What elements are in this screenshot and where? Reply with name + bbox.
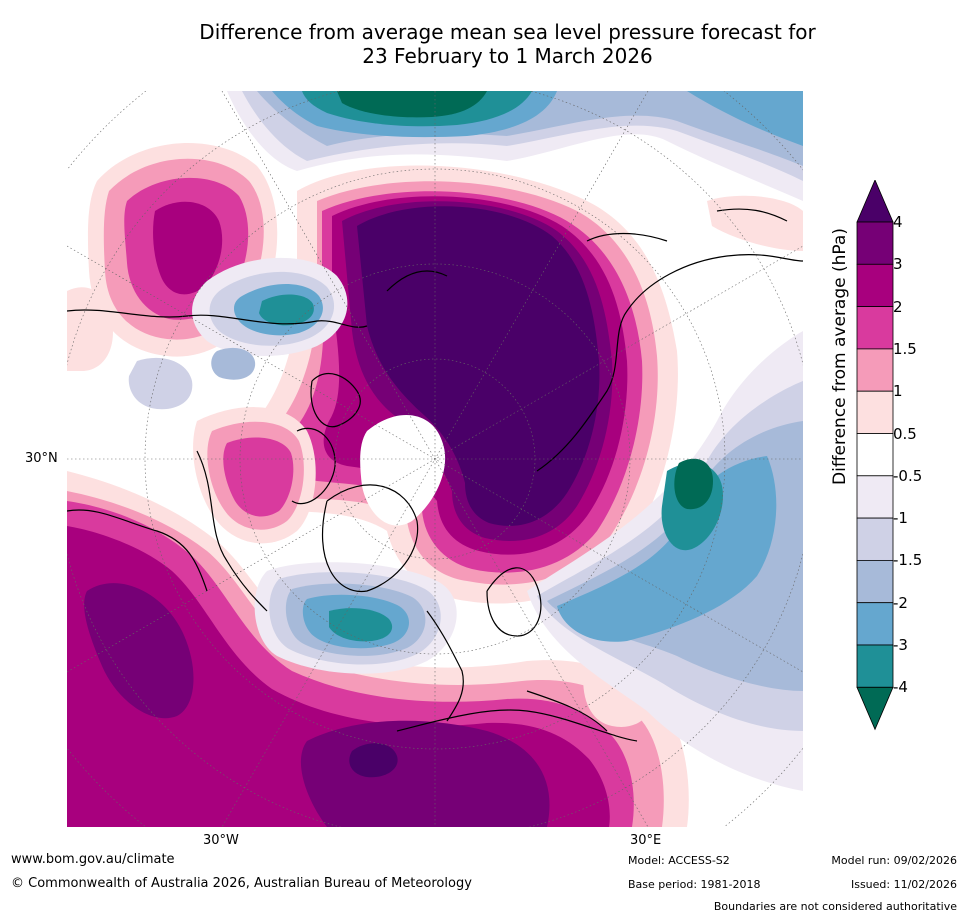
colorbar-tick-label: 0.5 <box>893 424 917 443</box>
colorbar-bin <box>856 517 894 561</box>
colorbar-bin <box>856 433 894 477</box>
lon-label-30w: 30°W <box>203 833 239 848</box>
colorbar-bin <box>856 221 894 265</box>
colorbar-tick-label: -0.5 <box>893 466 923 485</box>
colorbar-tick-label: 1.5 <box>893 339 917 358</box>
pressure-anomaly-map <box>67 91 803 827</box>
graticule <box>67 91 803 827</box>
colorbar-bin <box>856 390 894 434</box>
footer-disclaimer: Boundaries are not considered authoritat… <box>713 900 957 913</box>
colorbar-tick-label: 3 <box>893 255 903 274</box>
lon-label-30e: 30°E <box>630 833 662 848</box>
colorbar-tick-label: 4 <box>893 213 903 231</box>
footer-base-period: Base period: 1981-2018 <box>628 878 761 891</box>
atlantic-high-3a <box>84 583 194 719</box>
colorbar-bin <box>856 559 894 604</box>
colorbar-label: Difference from average (hPa) <box>830 228 850 485</box>
colorbar-bin <box>856 348 894 392</box>
pacific-low-4 <box>337 91 487 118</box>
colorbar-bin <box>856 263 894 308</box>
colorbar-tick-label: 1 <box>893 382 903 401</box>
colorbar-extend-bottom <box>856 686 894 731</box>
pacific-low-small <box>128 357 193 410</box>
colorbar-bin <box>856 306 894 350</box>
atlantic-high-05-left <box>67 287 113 371</box>
colorbar-tick-label: -1 <box>893 509 908 528</box>
footer-issued: Issued: 11/02/2026 <box>850 878 957 891</box>
colorbar-tick-label: -3 <box>893 636 908 654</box>
greenland-low-05 <box>360 414 446 526</box>
coastlines <box>67 208 803 742</box>
colorbar-bin <box>856 644 894 688</box>
eurasia-low-4 <box>674 458 713 510</box>
negative-anomaly-contours <box>128 91 803 791</box>
title-line-2: 23 February to 1 March 2026 <box>362 44 653 68</box>
colorbar-bin <box>856 475 894 519</box>
footer-copyright: © Commonwealth of Australia 2026, Austra… <box>11 876 472 891</box>
colorbar-bin <box>856 602 894 646</box>
lat-label-30n: 30°N <box>25 451 58 466</box>
atlantic-low-3 <box>329 608 393 642</box>
colorbar-tick-label: -2 <box>893 593 908 612</box>
footer-model: Model: ACCESS-S2 <box>628 854 730 867</box>
positive-anomaly-contours <box>67 143 803 827</box>
arctic-high-4 <box>357 206 600 526</box>
bering-low-3 <box>259 294 314 326</box>
colorbar-extend-top <box>856 180 894 223</box>
europe-high-4 <box>349 743 398 778</box>
chart-title: Difference from average mean sea level p… <box>0 20 965 68</box>
canada-high-15 <box>223 437 294 517</box>
pacific-low-2b <box>687 91 803 146</box>
colorbar-tick-label: -4 <box>893 678 908 697</box>
alaska-high-2 <box>153 201 223 295</box>
pacific-low-small-2 <box>211 347 256 380</box>
title-line-1: Difference from average mean sea level p… <box>199 20 816 44</box>
colorbar <box>856 180 894 731</box>
colorbar-tick-label: 2 <box>893 297 903 316</box>
footer-model-run: Model run: 09/02/2026 <box>831 854 957 867</box>
footer-url[interactable]: www.bom.gov.au/climate <box>11 852 175 867</box>
colorbar-tick-label: -1.5 <box>893 551 923 570</box>
